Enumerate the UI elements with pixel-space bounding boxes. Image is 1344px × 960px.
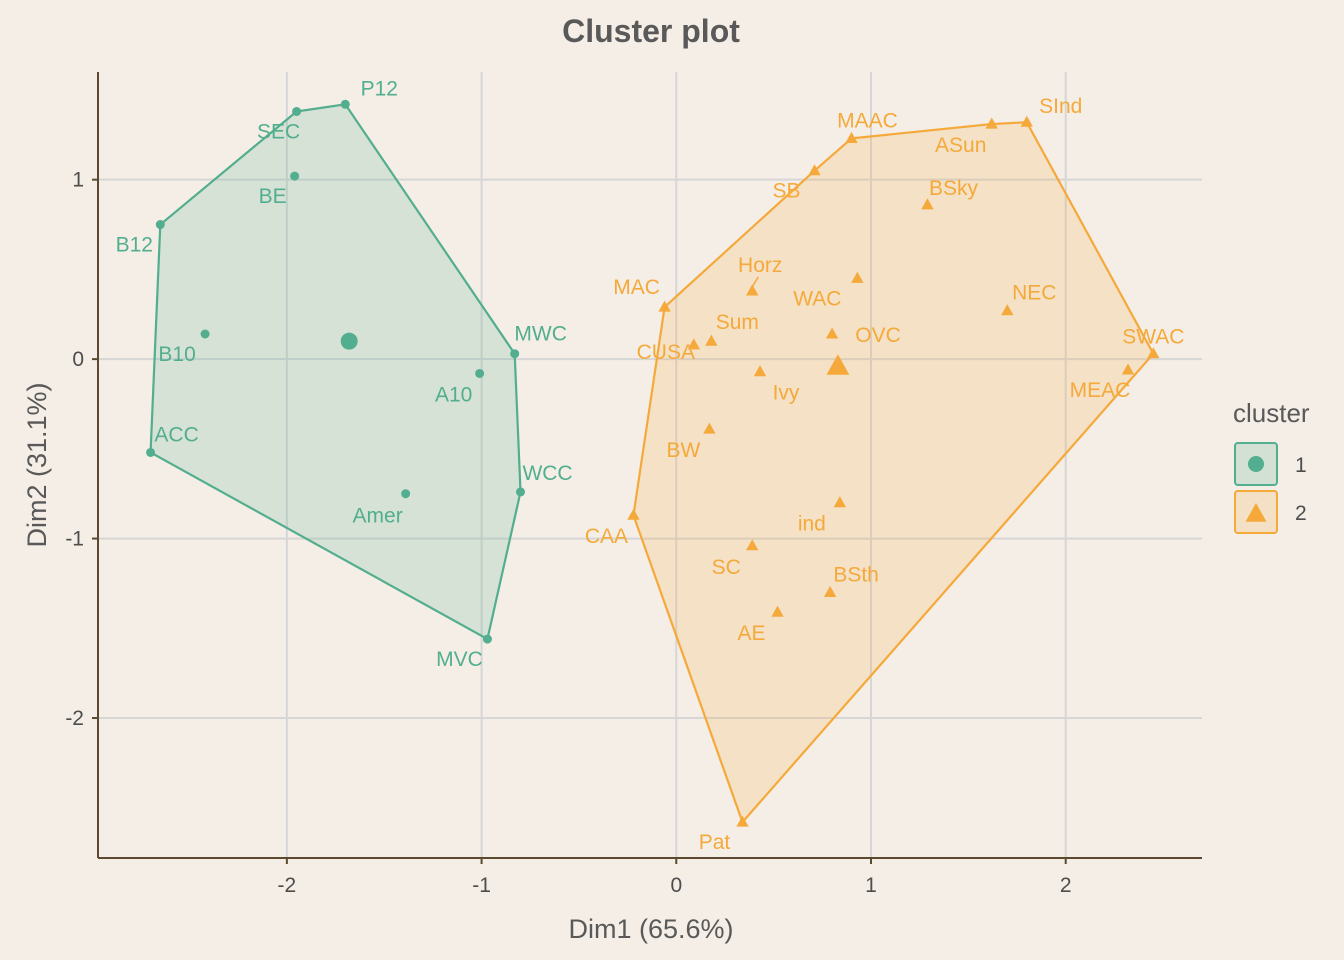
point-Amer: [401, 489, 411, 499]
point-B12: [155, 220, 165, 230]
point-WCC: [516, 487, 526, 497]
label-MEAC: MEAC: [1070, 379, 1131, 402]
label-SEC: SEC: [257, 120, 300, 143]
label-P12: P12: [361, 77, 398, 100]
label-ind: ind: [798, 513, 826, 536]
label-OVC: OVC: [855, 324, 901, 347]
x-tick-label: -1: [472, 874, 491, 897]
label-SB: SB: [773, 180, 801, 203]
point-SInd: [1020, 115, 1033, 127]
label-NEC: NEC: [1012, 282, 1056, 305]
point-MAC: [658, 300, 671, 312]
label-Amer: Amer: [353, 505, 403, 528]
point-BE: [290, 171, 300, 181]
point-NEC: [1001, 304, 1014, 316]
label-Sum: Sum: [716, 311, 759, 334]
tick-labels: -2 -1 0 1 2 -2 -1 0 1: [65, 169, 1071, 897]
point-CAA: [627, 508, 640, 520]
point-Sum: [705, 334, 718, 346]
label-BE: BE: [259, 185, 287, 208]
x-axis-title: Dim1 (65.6%): [568, 914, 733, 944]
x-tick-label: -2: [278, 874, 297, 897]
label-B10: B10: [158, 343, 195, 366]
point-BSth: [823, 585, 837, 597]
point-ASun: [985, 117, 998, 129]
point-ind: [833, 496, 847, 508]
point-Horz: [746, 284, 759, 296]
label-MAAC: MAAC: [837, 109, 898, 132]
point-OVC: [825, 327, 839, 339]
label-CUSA: CUSA: [637, 341, 695, 364]
cluster-hulls: [149, 103, 1155, 824]
point-WAC: [851, 271, 864, 283]
legend-marker-2: [1245, 503, 1267, 522]
point-MWC: [510, 349, 520, 359]
label-WCC: WCC: [522, 462, 572, 485]
label-BSky: BSky: [929, 177, 979, 200]
legend: cluster 1 2: [1233, 398, 1310, 534]
y-tick-label: -1: [65, 528, 84, 551]
point-labels: P12 SEC BE B12 B10 ACC Amer A10 MWC WCC MVC MAAC SIn…: [116, 77, 1185, 854]
label-BW: BW: [666, 439, 700, 462]
point-BW: [703, 422, 716, 434]
label-MVC: MVC: [436, 648, 483, 671]
point-MAAC: [845, 131, 858, 143]
label-MAC: MAC: [613, 276, 660, 299]
point-CUSA: [687, 338, 700, 350]
point-SWAC: [1147, 347, 1160, 359]
point-BSky: [921, 198, 934, 210]
y-tick-label: 0: [72, 348, 84, 371]
label-CAA: CAA: [585, 525, 628, 548]
label-B12: B12: [116, 234, 153, 257]
point-SB: [808, 164, 821, 176]
x-tick-label: 1: [865, 874, 877, 897]
label-ACC: ACC: [154, 423, 198, 446]
label-Horz: Horz: [738, 254, 782, 277]
cluster-1-hull: [149, 103, 522, 641]
point-A10: [475, 368, 485, 378]
axes: [92, 72, 1202, 864]
label-MWC: MWC: [514, 323, 566, 346]
label-ASun: ASun: [935, 134, 986, 157]
point-P12: [340, 99, 350, 109]
chart-title: Cluster plot: [562, 13, 740, 49]
label-SC: SC: [712, 556, 741, 579]
point-MEAC: [1121, 363, 1135, 375]
point-Ivy: [753, 365, 767, 377]
point-SEC: [292, 106, 302, 116]
x-tick-label: 2: [1060, 874, 1072, 897]
label-SWAC: SWAC: [1122, 326, 1184, 349]
x-tick-label: 0: [670, 874, 682, 897]
label-Pat: Pat: [699, 831, 731, 854]
legend-marker-1: [1248, 456, 1264, 472]
point-MVC: [482, 634, 492, 644]
y-tick-label: -2: [65, 707, 84, 730]
cluster-2-center: [826, 354, 850, 375]
y-axis-title: Dim2 (31.1%): [22, 382, 52, 547]
legend-label-2: 2: [1295, 502, 1307, 525]
legend-title: cluster: [1233, 398, 1310, 428]
legend-label-1: 1: [1295, 454, 1307, 477]
label-leader-Horz: [751, 276, 759, 288]
point-Pat: [736, 815, 749, 827]
label-A10: A10: [435, 383, 472, 406]
cluster-1-center: [340, 332, 358, 350]
y-tick-label: 1: [72, 169, 84, 192]
label-AE: AE: [738, 622, 766, 645]
data-points: [146, 99, 1160, 827]
label-WAC: WAC: [793, 287, 841, 310]
point-B10: [200, 329, 210, 339]
label-Ivy: Ivy: [773, 382, 800, 405]
point-ACC: [146, 447, 156, 457]
point-SC: [746, 539, 759, 551]
label-SInd: SInd: [1039, 95, 1082, 118]
point-AE: [771, 605, 784, 617]
label-BSth: BSth: [833, 563, 879, 586]
grid-lines: [98, 72, 1202, 858]
